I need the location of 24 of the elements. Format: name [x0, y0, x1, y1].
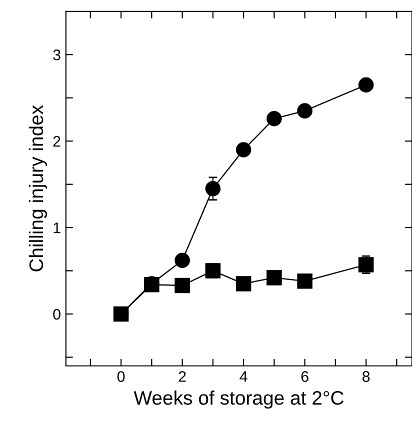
- point: [358, 77, 374, 93]
- y-tick-label: 2: [53, 136, 60, 147]
- y-axis-title: Chilling injury index: [28, 105, 48, 272]
- x-tick-label: 6: [301, 371, 308, 382]
- y-tick-label: 1: [54, 222, 60, 234]
- point: [266, 110, 282, 126]
- x-axis-title: Weeks of storage at 2°C: [134, 390, 344, 409]
- point: [266, 270, 282, 286]
- point: [236, 142, 252, 158]
- point: [358, 257, 374, 272]
- point: [174, 278, 190, 294]
- x-tick-label: 8: [362, 371, 370, 382]
- x-tick-label: 2: [178, 371, 186, 382]
- point: [297, 274, 312, 289]
- x-tick-label: 0: [117, 371, 125, 382]
- point: [236, 276, 252, 292]
- point: [174, 252, 190, 268]
- point: [113, 306, 129, 322]
- x-tick-label: 4: [240, 371, 248, 382]
- y-tick-label: 3: [53, 49, 60, 60]
- y-tick-label: 0: [53, 308, 60, 320]
- point: [205, 180, 221, 196]
- point: [297, 103, 312, 118]
- point: [205, 263, 221, 278]
